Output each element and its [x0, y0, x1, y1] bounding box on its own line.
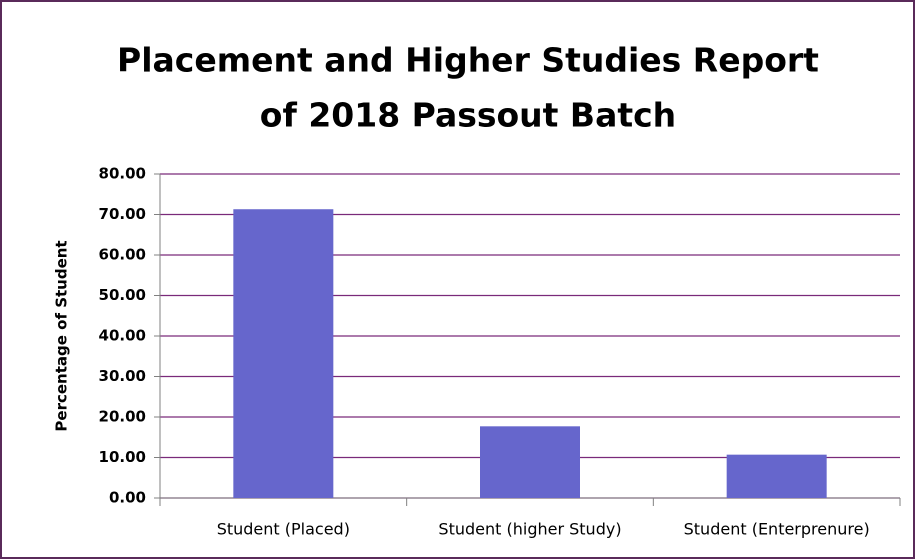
- x-tick-label: Student (Enterprenure): [684, 520, 870, 539]
- y-tick-label: 10.00: [99, 448, 146, 466]
- y-tick-label: 0.00: [109, 489, 146, 507]
- chart-title: Placement and Higher Studies Report: [117, 41, 819, 80]
- x-tick-label: Student (Placed): [217, 520, 350, 539]
- bar: [726, 454, 827, 498]
- y-axis-title: Percentage of Student: [53, 240, 71, 431]
- y-tick-label: 20.00: [99, 408, 146, 426]
- bar: [480, 426, 580, 498]
- y-tick-label: 40.00: [99, 327, 146, 345]
- y-tick-label: 80.00: [99, 165, 146, 183]
- y-tick-label: 50.00: [99, 286, 146, 304]
- y-tick-label: 70.00: [99, 205, 146, 223]
- y-tick-label: 60.00: [99, 246, 146, 264]
- x-tick-label: Student (higher Study): [438, 520, 621, 539]
- chart-title: of 2018 Passout Batch: [260, 96, 676, 135]
- bar: [233, 209, 334, 499]
- y-tick-label: 30.00: [99, 367, 146, 385]
